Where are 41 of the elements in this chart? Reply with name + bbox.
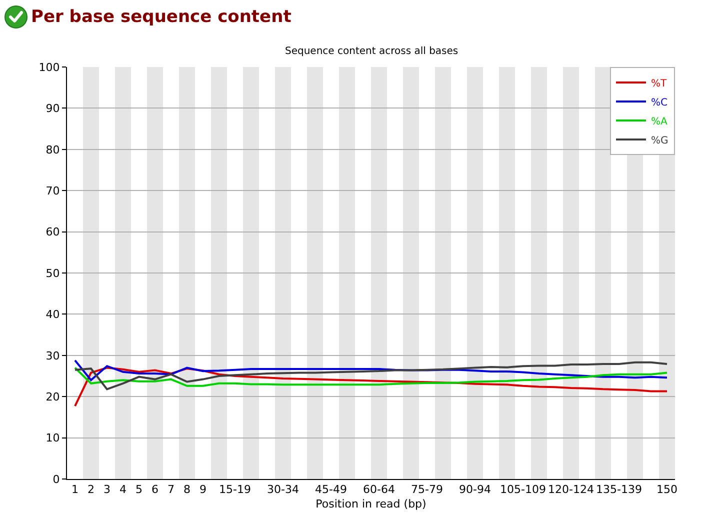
x-tick-label: 135-139: [596, 483, 642, 496]
x-tick-label: 30-34: [267, 483, 299, 496]
x-tick-label: 90-94: [459, 483, 491, 496]
x-tick-label: 3: [104, 483, 110, 496]
x-tick-label: 120-124: [548, 483, 594, 496]
x-tick-label: 4: [120, 483, 126, 496]
line-series: [74, 361, 668, 390]
y-tick-label: 30: [46, 349, 60, 362]
y-tick-label: 50: [46, 266, 60, 280]
line-series: [74, 366, 668, 387]
x-tick-label: 2: [88, 483, 94, 496]
x-tick-label: 9: [200, 483, 206, 496]
y-tick-label: 60: [46, 226, 60, 239]
y-tick-label: 40: [46, 308, 60, 322]
x-tick-label: 8: [184, 483, 190, 496]
x-tick-label: 60-64: [363, 483, 395, 496]
x-tick-label: 105-109: [500, 483, 546, 496]
x-tick-label: 45-49: [315, 483, 347, 496]
x-tick-label: 5: [136, 483, 142, 496]
x-tick-label: 150: [656, 483, 678, 496]
x-axis-title: Position in read (bp): [316, 497, 426, 510]
y-tick-label: 80: [46, 143, 60, 156]
x-tick-label: 6: [152, 483, 158, 496]
legend-label: %C: [651, 97, 668, 108]
y-tick-label: 10: [46, 432, 60, 445]
y-tick-label: 70: [46, 184, 60, 198]
x-tick-label: 1: [72, 483, 78, 496]
y-tick-label: 100: [38, 60, 60, 74]
x-tick-label: 75-79: [411, 483, 443, 496]
y-tick-label: 20: [46, 390, 60, 404]
chart-title: Per base sequence content: [31, 6, 292, 27]
x-tick-label: 15-19: [219, 483, 251, 496]
legend-label: %A: [651, 116, 668, 128]
y-tick-label: 90: [46, 102, 60, 116]
line-series: [74, 366, 668, 408]
y-tick-label: 0: [52, 472, 60, 486]
line-series: [74, 359, 668, 382]
chart-subtitle: Sequence content across all bases: [285, 46, 458, 57]
x-tick-label: 7: [168, 483, 174, 496]
legend-label: %G: [651, 135, 668, 146]
legend-label: %T: [651, 78, 668, 90]
